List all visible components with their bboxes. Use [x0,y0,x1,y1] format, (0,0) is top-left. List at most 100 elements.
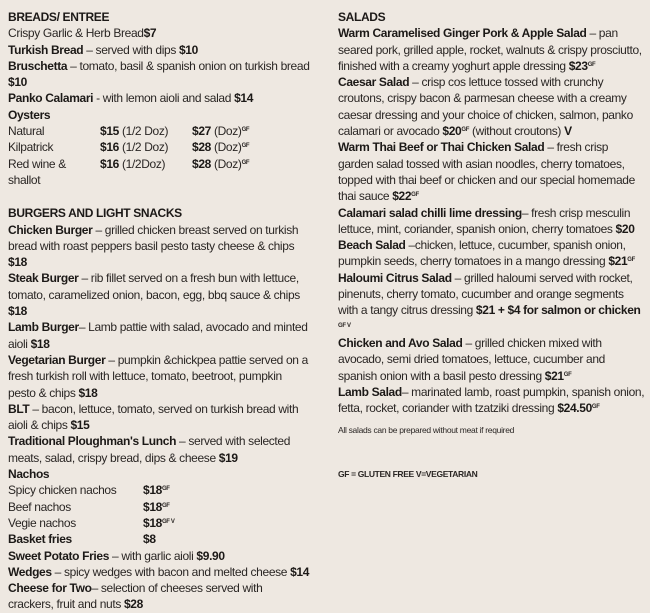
item-price: $24.50 [557,401,592,416]
dietary-tag: GF [411,192,419,199]
item-price: $14 [290,564,310,579]
dietary-tag: GF [241,143,250,150]
item-description: – pan seared pork, grilled apple, rocket… [338,26,642,73]
menu-item: BLT – bacon, lettuce, tomato, served on … [8,401,310,434]
dozen-price: $28 (Doz)GF [192,156,250,171]
oyster-name: Natural [8,124,45,139]
menu-item: Turkish Bread – served with dips $10 [8,42,310,58]
item-price: $14 [234,91,254,106]
item-name: Haloumi Citrus Salad [338,270,452,285]
left-column: BREADS/ ENTREE Crispy Garlic & Herb Brea… [8,9,310,613]
oysters-heading: Oysters [8,107,51,122]
menu-item: Bruschetta – tomato, basil & spanish oni… [8,58,310,91]
item-name: Turkish Bread [8,42,84,57]
item-description: – served with dips [83,42,179,57]
item-description: – pumpkin &chickpea pattie served on a f… [8,352,308,400]
item-name: Bruschetta [8,58,68,73]
item-name: Caesar Salad [338,75,410,90]
menu-item: Haloumi Citrus Salad – grilled haloumi s… [338,270,646,335]
burgers-list: Chicken Burger – grilled chicken breast … [8,222,310,466]
menu-item: Warm Caramelised Ginger Pork & Apple Sal… [338,25,646,74]
menu-item: Cheese for Two– selection of cheeses ser… [8,580,310,613]
item-price: $21 [544,368,564,383]
item-description: - with lemon aioli and salad [93,91,235,106]
item-price: $10 [178,42,198,57]
item-price: $18 [78,385,98,400]
item-price: $18 [143,499,162,514]
item-price: $7 [143,26,157,41]
section-heading-salads: SALADS [338,10,386,24]
vegetarian-tag: V [564,124,572,139]
dietary-tag: GF [627,257,635,264]
item-price: $18 [143,483,162,498]
item-name: Basket fries [8,532,72,547]
nacho-row: Beef nachos $18GF [8,499,310,515]
dietary-tag: GF [161,486,170,493]
oyster-name: Red wine & shallot [8,156,66,187]
item-price: $20 [615,221,635,236]
menu-item: Chicken Burger – grilled chicken breast … [8,222,310,271]
item-price: $18 [8,255,27,270]
item-description: – rib fillet served on a fresh bun with … [8,271,300,302]
oyster-name: Kilpatrick [8,140,54,155]
half-dozen-price: $16 (1/2 Doz) [100,140,169,155]
item-description: – fresh crisp garden salad tossed with a… [338,140,635,204]
snacks-list: Sweet Potato Fries – with garlic aioli $… [8,548,310,613]
item-name: Traditional Ploughman's Lunch [8,434,177,449]
menu-item: Steak Burger – rib fillet served on a fr… [8,270,310,319]
menu-item: Vegetarian Burger – pumpkin &chickpea pa… [8,352,310,401]
item-description: – crisp cos lettuce tossed with crunchy … [338,75,633,139]
item-price: $22 [392,189,412,204]
dietary-tag: GF [161,502,170,509]
item-description: Crispy Garlic & Herb Bread [8,26,144,41]
item-description: –chicken, lettuce, cucumber, spanish oni… [338,238,626,269]
half-dozen-price: $15 (1/2 Doz) [100,124,169,139]
salads-list: Warm Caramelised Ginger Pork & Apple Sal… [338,25,646,416]
item-note: (without croutons) [469,124,565,139]
menu-item: Lamb Salad– marinated lamb, roast pumpki… [338,384,646,417]
nachos-heading: Nachos [8,467,50,482]
nacho-row: Vegie nachos $18GF V [8,515,310,531]
item-description: – grilled chicken mixed with avocado, se… [338,335,605,383]
item-price: $21 [608,254,628,269]
item-name: Beach Salad [338,238,406,253]
item-price: $8 [143,532,156,547]
item-name: Panko Calamari [8,91,94,106]
item-description: – Lamb pattie with salad, avocado and mi… [8,320,308,351]
oyster-row: Natural $15 (1/2 Doz) $27 (Doz)GF [8,123,310,139]
item-price: $28 [123,597,143,612]
menu-item: Chicken and Avo Salad – grilled chicken … [338,335,646,384]
item-name: Chicken and Avo Salad [338,335,463,350]
dietary-tag: GF [461,127,470,134]
item-price: $19 [218,450,238,465]
dozen-price: $27 (Doz)GF [192,124,250,139]
item-name: Warm Caramelised Ginger Pork & Apple Sal… [338,26,587,41]
dietary-tag: GF [563,371,572,378]
menu-item: Sweet Potato Fries – with garlic aioli $… [8,548,310,564]
menu-item: Traditional Ploughman's Lunch – served w… [8,433,310,466]
item-name: Cheese for Two [8,581,92,596]
item-name: Warm Thai Beef or Thai Chicken Salad [338,140,545,155]
menu-item: Calamari salad chilli lime dressing– fre… [338,205,646,238]
menu-item: Crispy Garlic & Herb Bread$7 [8,25,310,41]
item-name: Lamb Salad [338,384,402,399]
item-description: – spicy wedges with bacon and melted che… [51,564,291,579]
section-heading-burgers: BURGERS AND LIGHT SNACKS [8,206,182,221]
dietary-tag: GF V [161,518,175,525]
item-price: $20 [442,124,462,139]
item-price: $18 [30,336,50,351]
dietary-tag: GF [587,61,596,68]
dozen-price: $28 (Doz)GF [192,140,250,155]
item-name: Chicken Burger [8,222,93,237]
nacho-row: Spicy chicken nachos $18GF [8,482,310,498]
menu-item: Lamb Burger– Lamb pattie with salad, avo… [8,319,310,352]
item-description: – grilled haloumi served with rocket, pi… [338,270,633,318]
item-name: Beef nachos [8,499,71,514]
dietary-legend: GF = GLUTEN FREE V=VEGETARIAN [338,468,478,479]
item-name: Vegetarian Burger [8,352,106,367]
menu-item: Beach Salad –chicken, lettuce, cucumber,… [338,237,646,270]
dietary-tag: GF V [338,322,351,329]
right-column: SALADS Warm Caramelised Ginger Pork & Ap… [338,9,646,482]
menu-item: Panko Calamari - with lemon aioli and sa… [8,90,310,106]
item-description: – bacon, lettuce, tomato, served on turk… [8,401,299,433]
